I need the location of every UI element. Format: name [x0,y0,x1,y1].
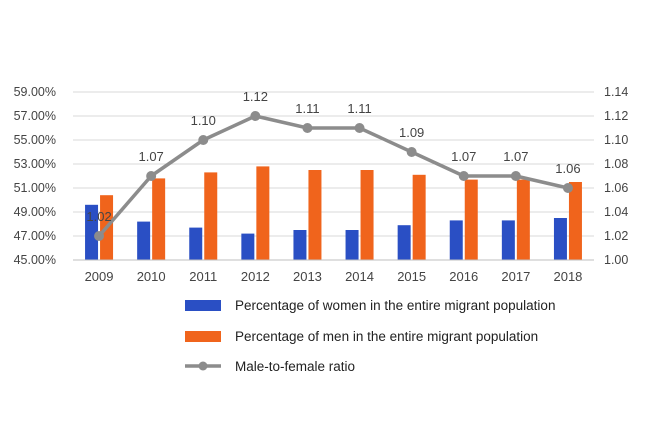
y-right-tick-label: 1.10 [604,133,628,147]
y-left-tick-label: 51.00% [14,181,56,195]
legend: Percentage of women in the entire migran… [185,298,555,374]
x-tick-label: 2013 [293,269,322,284]
y-left-tick-label: 59.00% [14,85,56,99]
y-right-tick-label: 1.02 [604,229,628,243]
y-left-tick-label: 47.00% [14,229,56,243]
x-tick-label: 2009 [85,269,114,284]
y-left-tick-label: 49.00% [14,205,56,219]
x-tick-label: 2016 [449,269,478,284]
ratio-data-label: 1.07 [138,149,163,164]
bar-men-2014 [360,170,374,260]
x-tick-label: 2015 [397,269,426,284]
x-tick-label: 2012 [241,269,270,284]
ratio-point-2014 [354,123,365,133]
legend-label-men: Percentage of men in the entire migrant … [235,329,538,344]
y-right-tick-label: 1.00 [604,253,628,267]
ratio-point-2012 [250,111,261,121]
legend-label-women: Percentage of women in the entire migran… [235,298,555,313]
y-right-tick-label: 1.14 [604,85,628,99]
ratio-data-label: 1.12 [243,89,268,104]
bar-women-2010 [137,221,151,260]
legend-label-ratio: Male-to-female ratio [235,359,355,374]
ratio-point-2009 [94,231,105,241]
y-left-tick-label: 57.00% [14,109,56,123]
x-tick-label: 2010 [137,269,166,284]
y-left-tick-label: 45.00% [14,253,56,267]
ratio-data-label: 1.11 [347,101,371,116]
legend-marker-ratio [198,361,208,371]
ratio-point-2018 [562,183,573,193]
x-tick-label: 2017 [501,269,530,284]
axes: 45.00% 47.00% 49.00% 51.00% 53.00% 55.00% 57.0… [14,85,629,284]
y-left-tick-label: 53.00% [14,157,56,171]
bar-women-2018 [553,218,567,260]
ratio-point-2010 [146,171,157,181]
bar-women-2015 [397,225,411,260]
ratio-point-2011 [198,135,209,145]
legend-swatch-men [185,331,221,342]
ratio-data-label: 1.02 [86,209,111,224]
ratio-data-label: 1.07 [451,149,476,164]
y-right-tick-label: 1.06 [604,181,628,195]
bar-women-2016 [449,220,463,260]
bar-men-2012 [256,166,270,260]
y-right-tick-label: 1.12 [604,109,628,123]
bar-men-2016 [464,179,478,260]
bar-women-2011 [189,227,203,260]
bar-men-2010 [152,178,166,260]
bar-men-2015 [412,174,426,260]
ratio-data-label: 1.07 [503,149,528,164]
bar-men-2018 [568,182,582,260]
y-left-tick-label: 55.00% [14,133,56,147]
ratio-point-2017 [510,171,521,181]
bar-men-2011 [204,172,218,260]
bar-men-2017 [516,179,530,260]
ratio-data-label: 1.10 [191,113,216,128]
bar-men-2013 [308,170,322,260]
ratio-point-2016 [458,171,469,181]
bars [85,166,582,260]
ratio-line: 1.02 1.07 1.10 1.12 1.11 1.11 1.09 1.07 1.07 1.06 [86,89,581,241]
bar-women-2014 [345,230,359,260]
x-tick-label: 2018 [553,269,582,284]
ratio-data-label: 1.09 [399,125,424,140]
bar-women-2017 [501,220,515,260]
legend-swatch-women [185,300,221,311]
y-right-tick-label: 1.08 [604,157,628,171]
ratio-data-label: 1.06 [555,161,580,176]
bar-women-2009 [85,204,99,260]
x-tick-label: 2011 [189,269,217,284]
ratio-point-2013 [302,123,313,133]
ratio-data-label: 1.11 [295,101,319,116]
y-right-tick-label: 1.04 [604,205,628,219]
ratio-point-2015 [406,147,417,157]
bar-women-2012 [241,233,255,260]
x-tick-label: 2014 [345,269,374,284]
bar-women-2013 [293,230,307,260]
ratio-line-path [97,114,570,238]
